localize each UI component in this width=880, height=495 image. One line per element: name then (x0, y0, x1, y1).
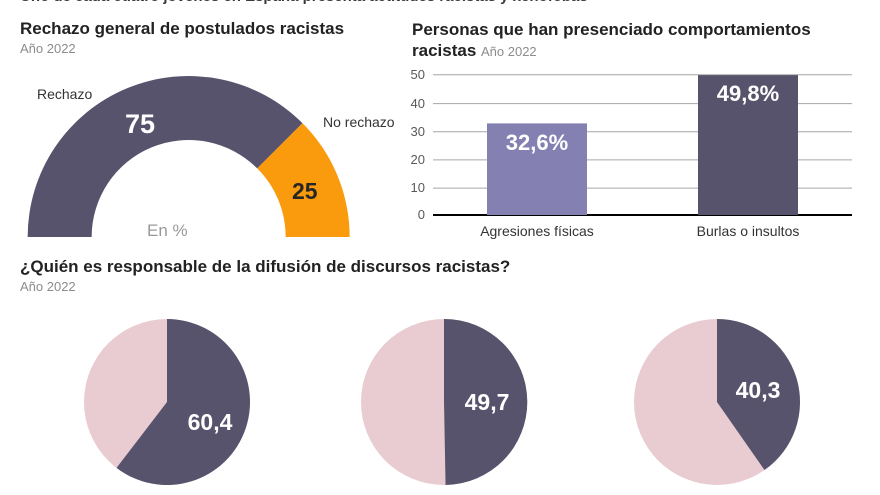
svg-text:49,7: 49,7 (465, 389, 510, 415)
svg-text:60,4: 60,4 (188, 409, 233, 435)
svg-text:40,3: 40,3 (736, 377, 781, 403)
